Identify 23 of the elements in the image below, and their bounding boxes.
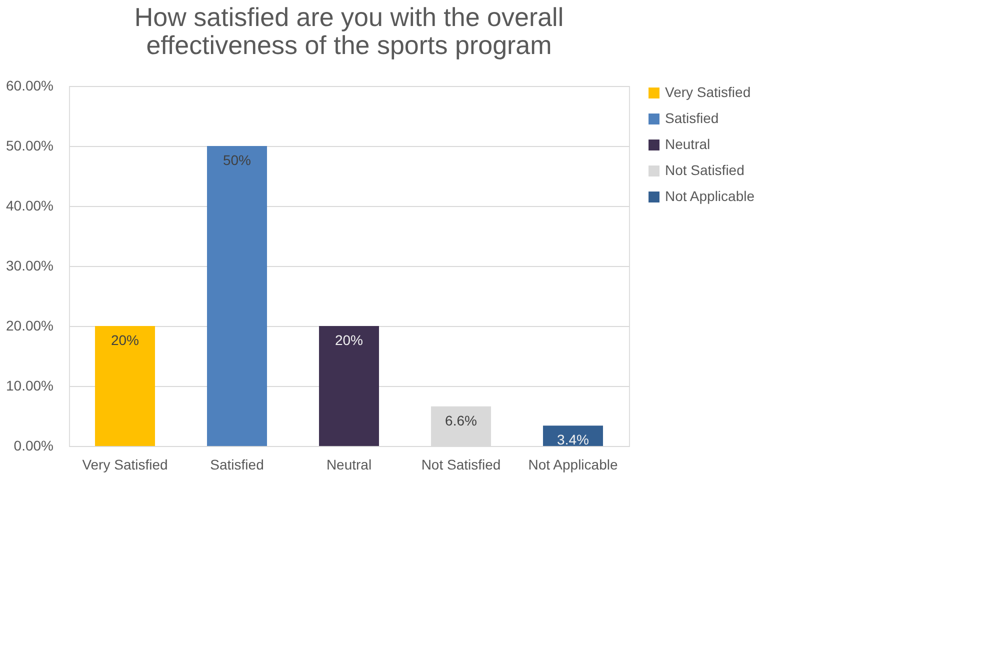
x-tick-label: Not Applicable: [528, 456, 618, 472]
x-tick-label: Not Satisfied: [421, 456, 501, 472]
legend-label: Not Applicable: [665, 188, 755, 204]
y-tick-label: 40.00%: [6, 198, 54, 214]
y-tick-label: 60.00%: [6, 78, 54, 94]
data-label: 20%: [110, 332, 140, 348]
legend-label: Neutral: [665, 136, 710, 152]
y-tick-label: 30.00%: [6, 258, 54, 274]
y-tick-label: 50.00%: [6, 138, 54, 154]
data-label: 50%: [222, 152, 252, 168]
x-tick-label: Very Satisfied: [82, 456, 168, 472]
legend-label: Very Satisfied: [665, 84, 751, 100]
data-label: 3.4%: [557, 432, 589, 448]
y-tick-label: 10.00%: [6, 378, 54, 394]
chart-title: How satisfied are you with the overall effectiveness of the sports program: [134, 2, 564, 60]
y-tick-label: 0.00%: [14, 438, 54, 454]
x-tick-label: Neutral: [326, 456, 372, 472]
legend-label: Satisfied: [665, 110, 719, 126]
data-label: 6.6%: [445, 412, 477, 428]
x-tick-label: Satisfied: [210, 456, 264, 472]
data-label: 20%: [334, 332, 364, 348]
y-tick-label: 20.00%: [6, 318, 54, 334]
legend-label: Not Satisfied: [665, 162, 744, 178]
